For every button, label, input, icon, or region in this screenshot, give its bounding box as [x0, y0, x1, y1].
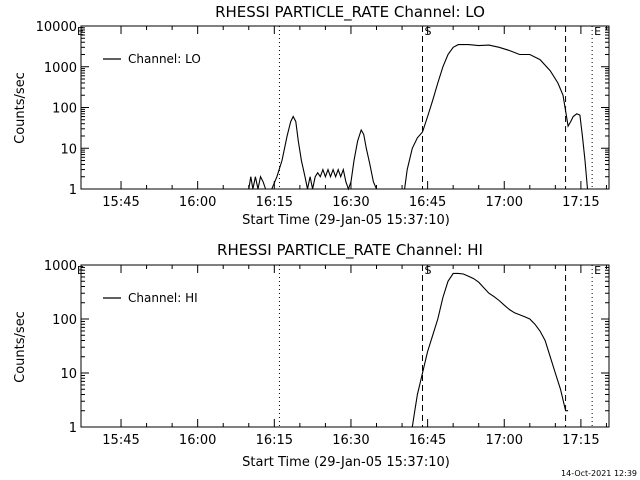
- panel-hi-y-tick-label: 100: [52, 313, 77, 328]
- panel-lo-x-tick-label: 16:00: [179, 195, 216, 210]
- panel-lo-x-tick-label: 16:45: [409, 195, 446, 210]
- panel-hi-y-tick-label: 10: [60, 367, 77, 382]
- panel-lo-y-tick-label: 10: [60, 142, 77, 157]
- panel-lo-marker-label: E: [77, 25, 84, 38]
- panel-lo-x-tick-label: 16:15: [256, 195, 293, 210]
- panel-lo-legend-label: Channel: LO: [128, 52, 201, 66]
- panel-lo-marker-label: E: [594, 25, 601, 38]
- panel-hi-marker-label: E: [77, 264, 84, 277]
- panel-lo-x-tick-label: 17:00: [486, 195, 523, 210]
- panel-lo-y-tick-label: 1000: [44, 61, 77, 76]
- panel-lo-x-tick-label: 16:30: [332, 195, 369, 210]
- panel-lo-series-line: [248, 44, 589, 191]
- panel-hi-marker-label: E: [594, 264, 601, 277]
- panel-lo-title: RHESSI PARTICLE_RATE Channel: LO: [215, 3, 485, 22]
- panel-hi-legend-label: Channel: HI: [128, 291, 198, 305]
- panel-lo-y-tick-label: 1: [69, 183, 77, 198]
- panel-lo: RHESSI PARTICLE_RATE Channel: LO Counts/…: [13, 3, 610, 228]
- panel-hi-x-tick-label: 16:30: [332, 433, 369, 448]
- panel-hi-title: RHESSI PARTICLE_RATE Channel: HI: [217, 241, 483, 260]
- panel-lo-y-tick-label: 100: [52, 102, 77, 117]
- panel-hi-plot-frame: [80, 264, 610, 428]
- panel-lo-x-tick-label: 15:45: [102, 195, 139, 210]
- panel-hi-x-tick-label: 17:15: [562, 433, 599, 448]
- panel-hi-x-tick-label: 16:45: [409, 433, 446, 448]
- panel-hi-x-tick-label: 15:45: [102, 433, 139, 448]
- panel-hi-x-axis-label: Start Time (29-Jan-05 15:37:10): [242, 455, 450, 470]
- footer-timestamp: 14-Oct-2021 12:39: [561, 469, 637, 478]
- panel-hi: RHESSI PARTICLE_RATE Channel: HI Counts/…: [13, 241, 610, 470]
- panel-hi-x-tick-label: 17:00: [486, 433, 523, 448]
- panel-hi-marker-label: S: [424, 264, 431, 277]
- panel-lo-x-axis-label: Start Time (29-Jan-05 15:37:10): [242, 213, 450, 228]
- panel-lo-x-tick-label: 17:15: [562, 195, 599, 210]
- panel-lo-y-axis-label: Counts/sec: [13, 72, 28, 144]
- panel-hi-x-tick-label: 16:15: [256, 433, 293, 448]
- panel-hi-y-tick-label: 1000: [44, 259, 77, 274]
- panel-hi-series-line: [411, 272, 569, 428]
- panel-lo-y-tick-label: 10000: [36, 20, 77, 35]
- panel-hi-x-tick-label: 16:00: [179, 433, 216, 448]
- panel-lo-plot-frame: [80, 25, 610, 190]
- panel-hi-y-axis-label: Counts/sec: [13, 311, 28, 383]
- panel-lo-marker-label: S: [424, 25, 431, 38]
- panel-hi-y-tick-label: 1: [69, 421, 77, 436]
